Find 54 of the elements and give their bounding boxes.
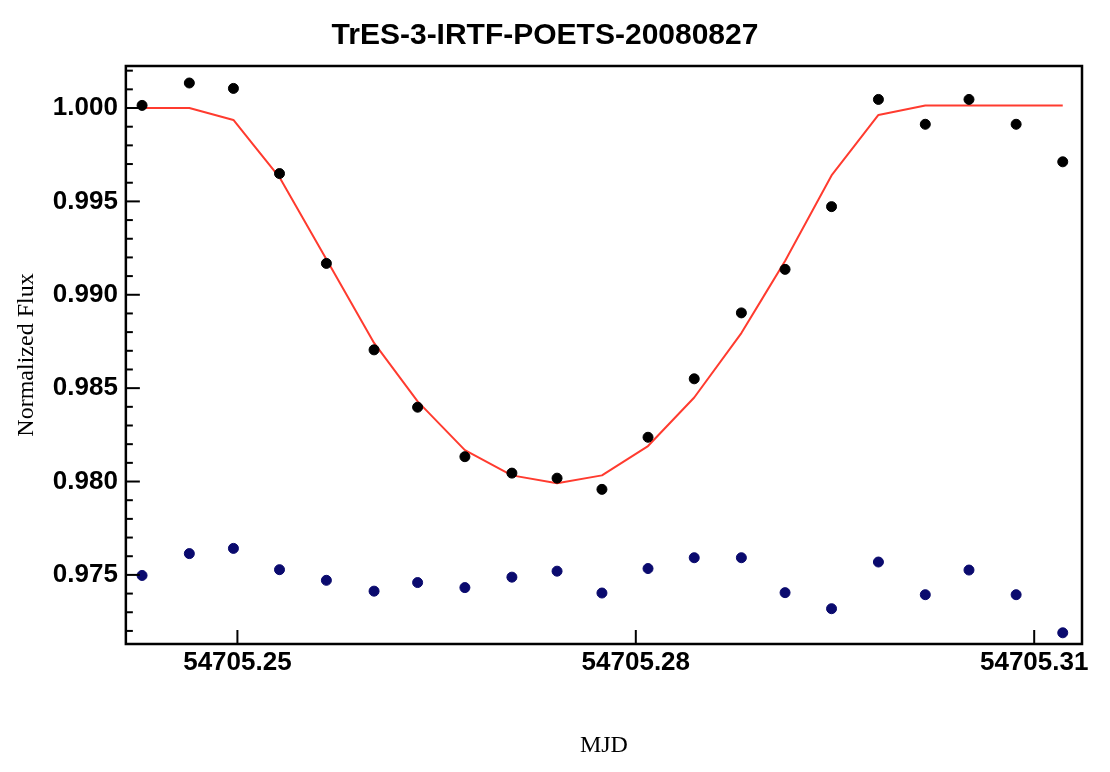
- point: [779, 263, 791, 275]
- y-tick-label: 0.980: [52, 464, 118, 495]
- point: [183, 548, 195, 560]
- point: [735, 552, 747, 564]
- point: [872, 556, 884, 568]
- point: [826, 201, 838, 213]
- point: [642, 563, 654, 575]
- point: [779, 587, 791, 599]
- point: [596, 483, 608, 495]
- point: [506, 467, 518, 479]
- y-axis-title: Normalized Flux: [11, 273, 38, 437]
- point: [735, 307, 747, 319]
- point: [551, 565, 563, 577]
- point: [506, 571, 518, 583]
- point: [227, 542, 239, 554]
- point: [1057, 627, 1069, 639]
- chart-title: TrES-3-IRTF-POETS-20080827: [331, 17, 759, 51]
- point: [459, 451, 471, 463]
- point: [368, 344, 380, 356]
- x-tick-label: 54705.25: [183, 645, 292, 676]
- x-axis-title: MJD: [579, 730, 628, 757]
- point: [688, 552, 700, 564]
- point: [963, 93, 975, 105]
- y-tick-label: 1.000: [52, 91, 118, 122]
- point: [136, 99, 148, 111]
- point: [274, 564, 286, 576]
- point: [459, 582, 471, 594]
- point: [183, 77, 195, 89]
- point: [1057, 156, 1069, 168]
- point: [320, 257, 332, 269]
- point: [136, 569, 148, 581]
- y-tick-label: 0.990: [52, 277, 118, 308]
- point: [412, 577, 424, 589]
- x-tick-label: 54705.31: [979, 645, 1089, 676]
- point: [919, 589, 931, 601]
- point: [963, 564, 975, 576]
- point: [596, 587, 608, 599]
- y-tick-label: 0.975: [52, 558, 118, 589]
- point: [1010, 589, 1022, 601]
- point: [688, 373, 700, 385]
- point: [412, 401, 424, 413]
- point: [1010, 118, 1022, 130]
- point: [274, 168, 286, 180]
- point: [826, 603, 838, 615]
- point: [368, 585, 380, 597]
- point: [872, 93, 884, 105]
- point: [320, 574, 332, 586]
- y-tick-label: 0.995: [52, 184, 118, 215]
- point: [642, 431, 654, 443]
- point: [919, 118, 931, 130]
- point: [551, 472, 563, 484]
- y-tick-label: 0.985: [52, 371, 118, 402]
- point: [227, 82, 239, 94]
- x-tick-label: 54705.28: [581, 645, 691, 676]
